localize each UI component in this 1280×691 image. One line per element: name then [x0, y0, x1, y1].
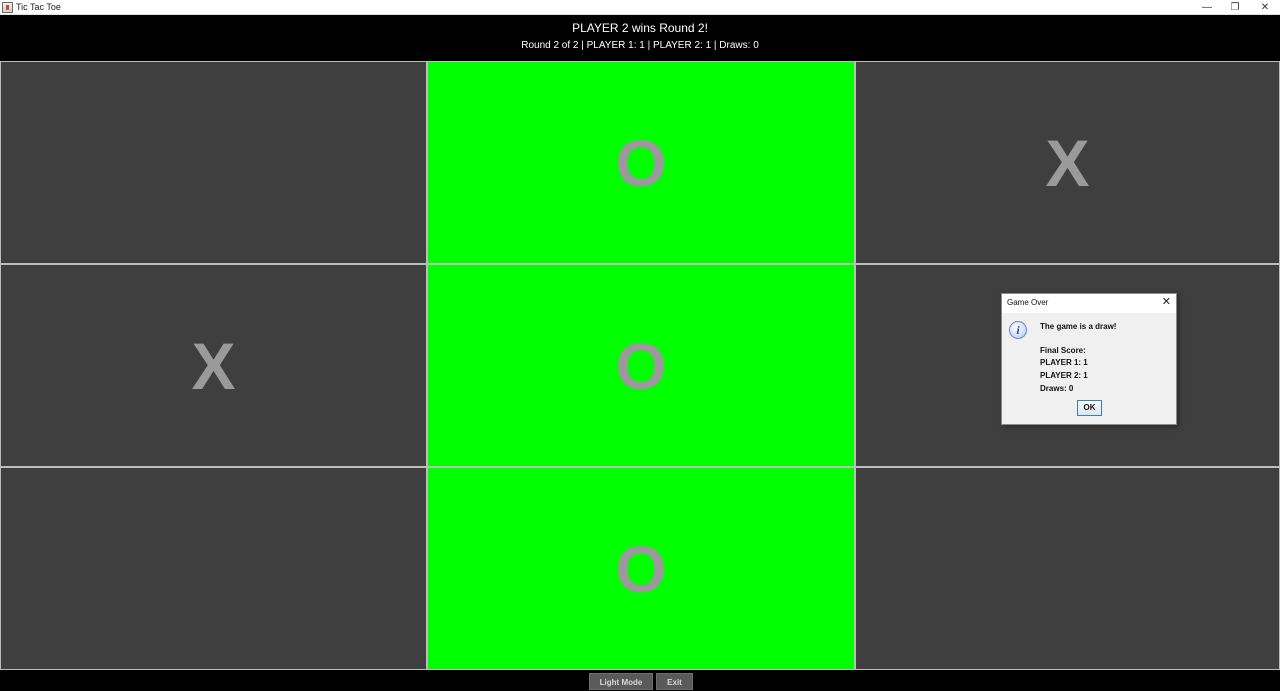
board-cell-3[interactable]: X — [0, 264, 427, 467]
board-cell-6[interactable] — [0, 467, 427, 670]
exit-button[interactable]: Exit — [656, 673, 693, 690]
dialog-titlebar: Game Over ✕ — [1002, 294, 1176, 313]
round-status: PLAYER 2 wins Round 2! — [572, 21, 708, 35]
info-icon: i — [1009, 321, 1027, 339]
player2-score: PLAYER 2: 1 — [1040, 371, 1088, 380]
board-cell-7[interactable]: O — [427, 467, 855, 670]
board-cell-0[interactable] — [0, 61, 427, 264]
cell-mark: O — [615, 125, 667, 200]
cell-mark: O — [615, 328, 667, 403]
final-score-label: Final Score: — [1040, 346, 1086, 355]
board-cell-8[interactable] — [855, 467, 1280, 670]
board-cell-1[interactable]: O — [427, 61, 855, 264]
board-cell-2[interactable]: X — [855, 61, 1280, 264]
cell-mark: X — [1045, 125, 1090, 200]
dialog-message: The game is a draw! — [1040, 322, 1117, 331]
dialog-title: Game Over — [1007, 298, 1049, 307]
player1-score: PLAYER 1: 1 — [1040, 358, 1088, 367]
score-line: Round 2 of 2 | PLAYER 1: 1 | PLAYER 2: 1… — [521, 40, 759, 51]
maximize-button[interactable]: ❐ — [1230, 2, 1240, 13]
board-cell-4[interactable]: O — [427, 264, 855, 467]
game-over-dialog: Game Over ✕ i The game is a draw! Final … — [1001, 293, 1177, 425]
java-app-icon — [2, 2, 13, 13]
cell-mark: O — [615, 531, 667, 606]
dialog-close-button[interactable]: ✕ — [1161, 296, 1171, 308]
window-title: Tic Tac Toe — [16, 2, 61, 12]
window-titlebar: Tic Tac Toe — ❐ ✕ — [0, 0, 1280, 15]
cell-mark: X — [191, 328, 236, 403]
draws-count: Draws: 0 — [1040, 384, 1074, 393]
light-mode-button[interactable]: Light Mode — [589, 673, 653, 690]
ok-button[interactable]: OK — [1077, 400, 1102, 416]
minimize-button[interactable]: — — [1202, 2, 1212, 13]
control-bar: Light Mode Exit — [0, 670, 1280, 690]
window-close-button[interactable]: ✕ — [1260, 2, 1270, 13]
game-header: PLAYER 2 wins Round 2! Round 2 of 2 | PL… — [0, 15, 1280, 61]
